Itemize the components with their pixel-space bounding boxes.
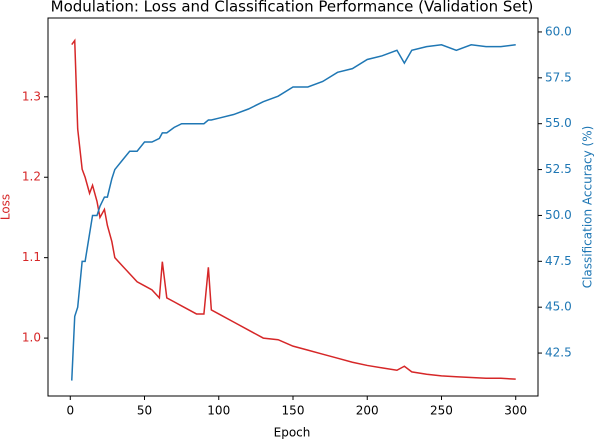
chart-title: Modulation: Loss and Classification Perf… — [51, 0, 534, 16]
y2-tick-label: 60.0 — [545, 24, 572, 38]
y2-tick-label: 42.5 — [545, 346, 572, 360]
data-line — [71, 38, 516, 380]
y-axis-label: Loss — [0, 194, 13, 220]
x-tick-label: 50 — [137, 404, 152, 418]
y2-tick-label: 52.5 — [545, 162, 572, 176]
y2-tick-label: 57.5 — [545, 70, 572, 84]
y2-tick-label: 50.0 — [545, 208, 572, 222]
y2-tick-label: 45.0 — [545, 300, 572, 314]
y-tick-label: 1.2 — [22, 170, 41, 184]
x-tick-label: 200 — [356, 404, 379, 418]
y-tick-label: 1.1 — [22, 250, 41, 264]
y2-axis-label: Classification Accuracy (%) — [581, 126, 595, 289]
x-axis-label: Epoch — [274, 426, 311, 440]
y2-tick-label: 55.0 — [545, 116, 572, 130]
y2-tick-label: 47.5 — [545, 254, 572, 268]
x-tick-label: 0 — [66, 404, 74, 418]
x-tick-label: 150 — [282, 404, 305, 418]
y-tick-label: 1.3 — [22, 89, 41, 103]
plot-frame — [47, 17, 539, 397]
x-tick-label: 100 — [207, 404, 230, 418]
x-tick-label: 300 — [504, 404, 527, 418]
data-line — [71, 44, 516, 381]
x-tick-label: 250 — [430, 404, 453, 418]
y-tick-label: 1.0 — [22, 331, 41, 345]
